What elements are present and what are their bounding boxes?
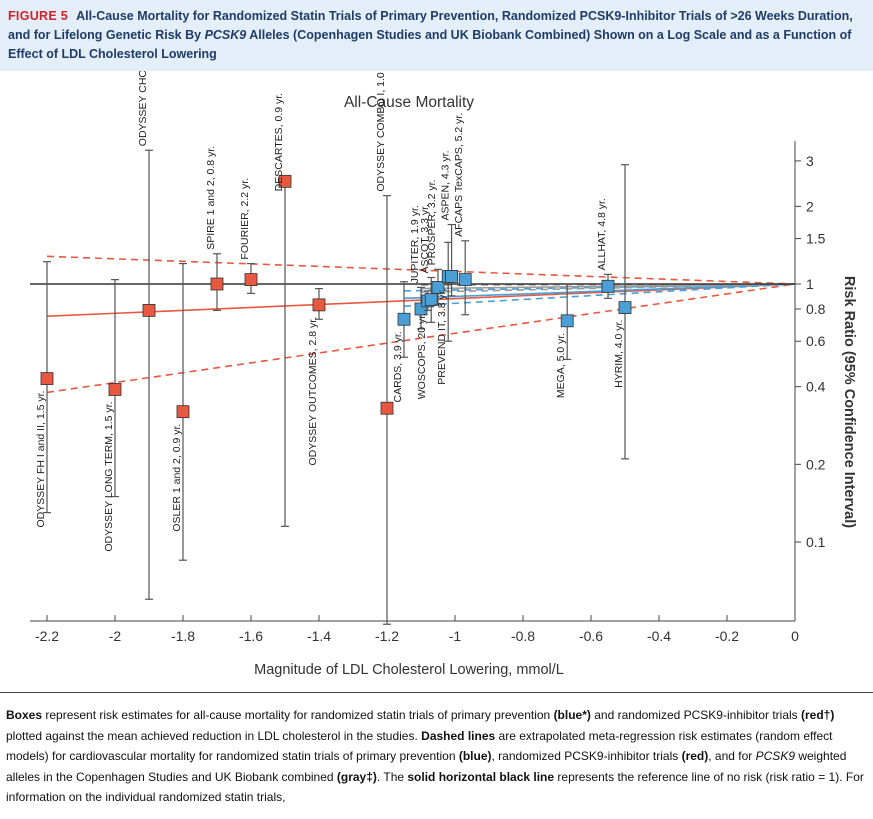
chart-title: All-Cause Mortality bbox=[344, 94, 474, 111]
statin-point-marker bbox=[560, 314, 574, 328]
caption-s5-bold: (blue) bbox=[458, 749, 492, 763]
statin-point-label: PREVEND IT, 3.8 yr. bbox=[436, 288, 448, 384]
y-axis-label: Risk Ratio (95% Confidence Interval) bbox=[841, 276, 857, 528]
pcsk9-dashed-regression-line bbox=[46, 255, 796, 285]
y-tick-label: 0.6 bbox=[806, 333, 826, 349]
caption-s8-bold: (gray‡) bbox=[336, 769, 377, 784]
caption-divider bbox=[0, 692, 873, 693]
pcsk9-point-label: OSLER 1 and 2, 0.9 yr. bbox=[171, 424, 183, 532]
statin-point-label: CARDS, 3.9 yr. bbox=[392, 331, 404, 402]
statin-point-marker bbox=[431, 281, 445, 294]
pcsk9-point-label: ODYSSEY LONG TERM, 1.5 yr. bbox=[103, 402, 115, 552]
y-tick-label: 2 bbox=[806, 198, 814, 214]
caption-s4-bold: Dashed lines bbox=[421, 728, 496, 743]
pcsk9-point-label: FOURIER, 2.2 yr. bbox=[239, 178, 251, 260]
statin-point-label: WOSCOPS, 20 yr. bbox=[416, 313, 428, 399]
x-tick-label: -1.8 bbox=[171, 628, 195, 644]
caption-s7-italic: PCSK9 bbox=[755, 749, 795, 763]
pcsk9-point-marker bbox=[312, 298, 326, 312]
statin-point-label: AFCAPS TexCAPS, 5.2 yr. bbox=[453, 113, 465, 237]
figure-title-part1: All-Cause Mortality for Randomized Stati… bbox=[8, 9, 853, 42]
figure-header: FIGURE 5 All-Cause Mortality for Randomiz… bbox=[0, 0, 873, 71]
caption-s7: weighted alleles in the Copenhagen Studi… bbox=[6, 749, 847, 784]
genetic-dashed-regression-line bbox=[420, 283, 796, 293]
mortality-chart: All-Cause Mortality -2.2 -2 -1.8 -1.6 -1.4 -1… bbox=[30, 71, 857, 678]
y-tick-label: 0.8 bbox=[806, 301, 826, 317]
caption-s9-bold: solid horizontal black line bbox=[407, 769, 555, 784]
caption-s5: , randomized PCSK9-inhibitor trials bbox=[491, 749, 682, 763]
caption-s9: represents the reference line of no risk… bbox=[6, 769, 864, 805]
pcsk9-point-label: ODYSSEY FH I and II, 1.5 yr. bbox=[35, 391, 47, 528]
pcsk9-point-marker bbox=[278, 174, 292, 188]
pcsk9-dashed-regression-line bbox=[46, 283, 796, 394]
statin-solid-regression-line bbox=[403, 283, 796, 300]
x-tick-label: 0 bbox=[791, 628, 799, 644]
statin-dashed-regression-line bbox=[403, 283, 796, 308]
pcsk9-point-marker bbox=[108, 383, 122, 396]
pcsk9-point-marker bbox=[210, 277, 224, 291]
caption-s1: represent risk estimates for all-cause m… bbox=[42, 708, 554, 722]
x-tick-label: -1.4 bbox=[307, 628, 331, 644]
x-tick-label: -1 bbox=[449, 628, 462, 644]
y-tick-label: 0.1 bbox=[806, 534, 826, 550]
statin-point-label: ASCOT, 3.3 yr. bbox=[419, 204, 431, 273]
pcsk9-point-label: DESCARTES, 0.9 yr. bbox=[273, 93, 285, 191]
pcsk9-point-marker bbox=[380, 401, 394, 415]
pcsk9-point-marker bbox=[244, 273, 258, 287]
statin-point-marker bbox=[618, 301, 632, 315]
y-tick-label: 1.5 bbox=[806, 231, 826, 247]
figure-title-gene: PCSK9 bbox=[204, 28, 247, 42]
figure-label: FIGURE 5 bbox=[8, 9, 69, 23]
caption-s1-bold: Boxes bbox=[6, 708, 43, 722]
caption-s3: plotted against the mean achieved reduct… bbox=[6, 728, 422, 743]
pcsk9-point-label: ODYSSEY OUTCOMES, 2.8 yr. bbox=[307, 317, 319, 466]
pcsk9-point-marker bbox=[40, 372, 54, 385]
y-tick-label: 0.4 bbox=[806, 379, 826, 395]
statin-point-label: PROSPER, 3.2 yr. bbox=[426, 180, 438, 266]
figure-caption: Boxes represent risk estimates for all-c… bbox=[6, 705, 868, 808]
x-tick-label: -2.2 bbox=[35, 628, 59, 644]
pcsk9-point-label: ODYSSEY CHOICE I, 0.9 yr. bbox=[137, 71, 149, 146]
x-axis-label: Magnitude of LDL Cholesterol Lowering, m… bbox=[254, 662, 564, 678]
pcsk9-point-label: SPIRE 1 and 2, 0.8 yr. bbox=[205, 146, 217, 250]
x-tick-label: -1.6 bbox=[239, 628, 263, 644]
pcsk9-point-label: ODYSSEY COMBO I, 1.0 yr. bbox=[375, 71, 387, 192]
figure-title-part2: Alleles (Copenhagen Studies and UK Bioba… bbox=[8, 28, 852, 61]
x-tick-label: -1.2 bbox=[375, 628, 399, 644]
pcsk9-point-marker bbox=[142, 304, 156, 317]
statin-point-marker bbox=[445, 270, 459, 283]
y-tick-label: 0.2 bbox=[806, 456, 826, 472]
x-tick-label: -0.8 bbox=[511, 628, 535, 644]
caption-s6-bold: (red) bbox=[681, 749, 709, 763]
pcsk9-point-marker bbox=[176, 405, 190, 419]
caption-s8: . The bbox=[376, 769, 408, 784]
statin-point-label: MEGA, 5.0 yr. bbox=[555, 333, 567, 398]
x-tick-label: -0.4 bbox=[647, 628, 671, 644]
statin-point-label: ALLHAT, 4.8 yr. bbox=[596, 198, 608, 270]
caption-s4: are extrapolated meta-regression risk es… bbox=[6, 728, 833, 764]
statin-point-label: HYRIM, 4.0 yr. bbox=[613, 320, 625, 388]
statin-point-marker bbox=[397, 312, 411, 326]
plot-area: -2.2 -2 -1.8 -1.6 -1.4 -1.2 -1 -0.8 -0.6 -0.4 -0.2… bbox=[30, 71, 826, 644]
statin-point-marker bbox=[458, 273, 472, 287]
x-tick-label: -0.2 bbox=[715, 628, 739, 644]
statin-point-label: ASPEN, 4.3 yr. bbox=[440, 151, 452, 221]
x-tick-label: -2 bbox=[109, 628, 122, 644]
genetic-dashed-regression-line bbox=[420, 283, 796, 286]
y-tick-label: 1 bbox=[806, 276, 814, 292]
y-tick-label: 3 bbox=[806, 153, 814, 169]
caption-s2: and randomized PCSK9-inhibitor trials bbox=[590, 708, 802, 722]
caption-s6: , and for bbox=[708, 749, 756, 763]
x-tick-label: -0.6 bbox=[579, 628, 603, 644]
statin-point-marker bbox=[601, 279, 615, 293]
statin-point-marker bbox=[424, 293, 438, 307]
statin-point-label: JUPITER, 1.9 yr. bbox=[409, 205, 421, 283]
caption-s3-bold: (red†) bbox=[801, 708, 835, 722]
caption-s2-bold: (blue*) bbox=[553, 708, 591, 722]
